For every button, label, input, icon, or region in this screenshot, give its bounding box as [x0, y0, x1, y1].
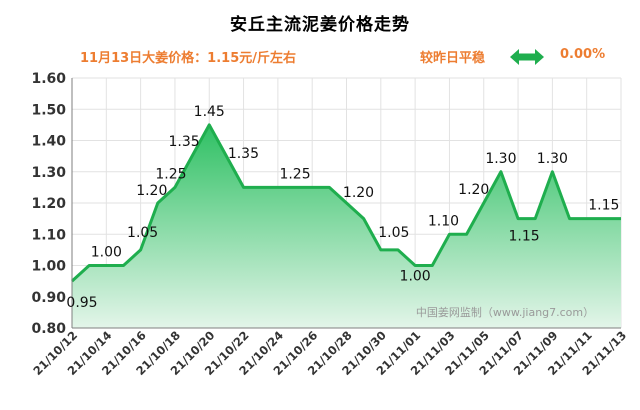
y-tick-label: 1.40	[31, 134, 66, 150]
y-tick-label: 0.90	[31, 290, 66, 306]
data-label: 0.95	[66, 295, 97, 311]
y-tick-label: 1.00	[31, 259, 66, 275]
change-label: 较昨日平稳	[420, 51, 486, 66]
price-area	[72, 124, 621, 328]
data-label: 1.35	[169, 134, 200, 150]
y-tick-label: 1.50	[31, 102, 66, 118]
data-label: 1.25	[155, 166, 186, 182]
change-indicator: 较昨日平稳 0.00%	[420, 47, 620, 67]
data-label: 1.35	[228, 146, 259, 162]
data-label: 1.05	[378, 225, 409, 241]
data-label: 1.25	[279, 166, 310, 182]
chart-title: 安丘主流泥姜价格走势	[230, 15, 410, 35]
data-label: 1.15	[588, 198, 619, 214]
y-tick-label: 1.30	[31, 165, 66, 181]
price-line	[70, 123, 621, 283]
data-label: 1.15	[508, 229, 539, 245]
data-label: 1.45	[194, 104, 225, 120]
data-label: 1.20	[343, 185, 374, 201]
y-tick-label: 1.60	[31, 71, 66, 87]
data-label: 1.10	[428, 213, 459, 229]
data-label: 1.30	[485, 151, 516, 167]
data-label: 1.00	[91, 245, 122, 261]
y-tick-label: 1.20	[31, 196, 66, 212]
data-label: 1.20	[136, 183, 167, 199]
double-arrow-icon	[510, 49, 544, 69]
y-tick-label: 0.80	[31, 321, 66, 337]
data-label: 1.05	[127, 225, 158, 241]
data-label: 1.00	[400, 269, 431, 285]
y-tick-label: 1.10	[31, 227, 66, 243]
data-label: 1.20	[458, 182, 489, 198]
price-subtitle: 11月13日大姜价格：1.15元/斤左右	[80, 51, 297, 66]
data-label: 1.30	[537, 151, 568, 167]
watermark: 中国姜网监制（www.jiang7.com）	[416, 305, 594, 319]
change-value: 0.00%	[560, 47, 606, 62]
